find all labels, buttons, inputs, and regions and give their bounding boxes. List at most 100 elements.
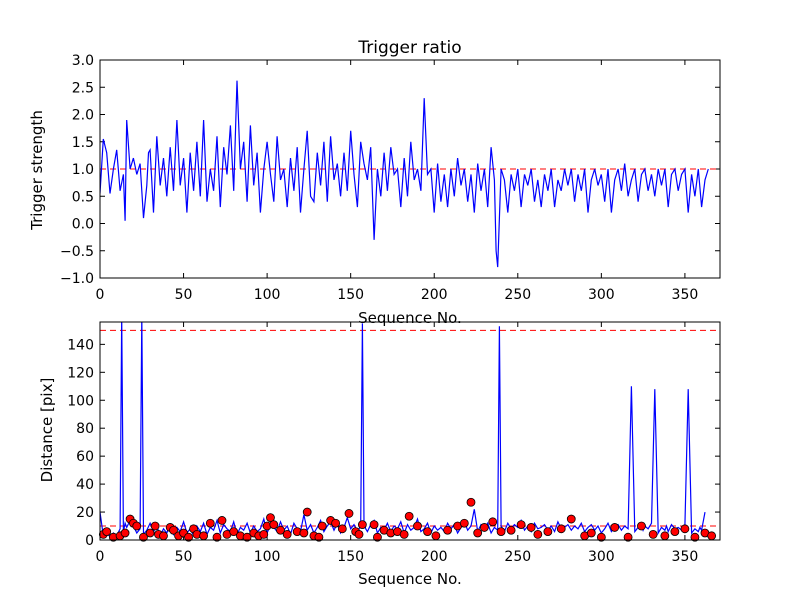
top-series-line [100,80,709,268]
bottom-data-point [344,509,354,518]
bottom-y-tick-label: 60 [76,449,94,465]
top-y-tick-label: 0.5 [72,189,94,205]
top-x-tick-label: 200 [421,287,448,303]
bottom-x-tick-label: 50 [175,549,193,565]
bottom-data-point [543,527,553,537]
top-y-tick-label: 3.0 [72,53,94,69]
bottom-x-tick-label: 250 [504,549,531,565]
bottom-data-point [269,520,279,530]
bottom-data-point [266,513,275,523]
bottom-data-point [586,528,596,538]
top-y-tick-label: 2.0 [72,108,94,124]
bottom-data-point [354,530,364,539]
bottom-data-point [466,497,476,507]
bottom-y-axis-label: Distance [pix] [38,378,56,483]
bottom-data-point [132,521,142,531]
trigger-ratio-panel: Trigger ratio Sequence No. Trigger stren… [28,38,721,327]
bottom-data-point [690,532,700,542]
bottom-data-point [369,520,379,530]
bottom-data-point [242,532,252,542]
bottom-data-point [670,527,680,537]
bottom-data-point [212,532,222,542]
chart-title: Trigger ratio [357,38,461,58]
bottom-data-point [229,527,239,537]
bottom-data-point [404,511,414,521]
bottom-data-point [566,514,576,524]
top-x-tick-label: 300 [588,287,615,303]
bottom-data-point [159,531,168,541]
bottom-data-point [276,525,285,535]
bottom-data-point [337,524,347,534]
top-y-tick-label: 2.5 [72,80,94,96]
bottom-data-point [506,525,516,535]
bottom-data-point [459,518,469,528]
bottom-data-point [399,530,409,539]
bottom-x-tick-label: 100 [254,549,281,565]
bottom-data-point [707,531,717,541]
bottom-data-point [205,518,215,528]
bottom-data-point [496,527,506,537]
bottom-data-point [184,532,193,542]
bottom-data-point [139,532,148,542]
bottom-data-point [488,517,498,527]
bottom-data-point [479,523,489,532]
bottom-data-point [102,527,112,537]
top-x-tick-label: 0 [96,287,105,303]
bottom-data-point [623,532,633,542]
top-x-axis-label: Sequence No. [358,309,462,327]
top-y-tick-label: −1.0 [60,271,94,287]
top-x-tick-label: 100 [254,287,281,303]
top-y-tick-label: −0.5 [60,244,94,260]
bottom-data-point [660,531,670,541]
bottom-data-point [637,521,646,531]
bottom-data-point [282,530,292,539]
distance-panel: Sequence No. Distance [pix] 0 50 100 150 200… [38,321,721,588]
bottom-y-tick-label: 20 [76,505,94,521]
bottom-plot-frame [99,321,721,541]
bottom-data-point [680,524,690,534]
bottom-y-tick-label: 0 [85,533,94,549]
bottom-data-point [473,528,483,538]
bottom-data-point [199,531,209,541]
top-x-tick-label: 50 [175,287,193,303]
bottom-data-point [648,530,658,539]
bottom-x-axis-label: Sequence No. [358,570,462,588]
bottom-y-tick-label: 40 [76,477,94,493]
bottom-y-tick-label: 120 [67,365,94,381]
top-x-tick-label: 350 [672,287,699,303]
top-y-axis-label: Trigger strength [28,110,46,231]
top-y-tick-label: 0.0 [72,217,94,233]
top-y-tick-label: 1.5 [72,135,94,151]
top-x-tick-label: 150 [337,287,364,303]
bottom-data-point [556,524,566,534]
bottom-data-point [373,532,382,542]
bottom-x-tick-label: 200 [421,549,448,565]
bottom-data-point [217,516,227,525]
bottom-data-point [302,507,312,517]
bottom-data-point [413,521,422,531]
bottom-data-point [317,521,327,531]
top-x-tick-label: 250 [504,287,531,303]
bottom-plot-area: 0 50 100 150 200 250 300 350 0 20 40 60 80 100 120 140 [67,322,720,565]
bottom-data-point [314,532,324,542]
bottom-data-point [299,528,309,538]
top-y-tick-label: 1.0 [72,162,94,178]
bottom-y-tick-label: 140 [67,337,94,353]
bottom-data-point [120,528,130,538]
bottom-y-tick-label: 80 [76,421,94,437]
bottom-data-point [331,518,341,528]
top-plot-frame [99,59,721,279]
bottom-y-tick-label: 100 [67,393,94,409]
bottom-x-tick-label: 150 [337,549,364,565]
bottom-data-point [431,531,441,541]
bottom-x-tick-label: 350 [672,549,699,565]
bottom-data-point [526,523,536,532]
bottom-x-tick-label: 0 [96,549,105,565]
bottom-data-point [150,521,160,531]
bottom-data-point [357,520,367,530]
top-plot-area: 0 50 100 150 200 250 300 350 −1.0 −0.5 0.0 0.5 1.0 1.… [60,53,720,303]
bottom-data-point [423,527,432,537]
bottom-data-point [596,532,606,542]
bottom-data-point [443,525,453,535]
bottom-data-point [516,520,526,530]
